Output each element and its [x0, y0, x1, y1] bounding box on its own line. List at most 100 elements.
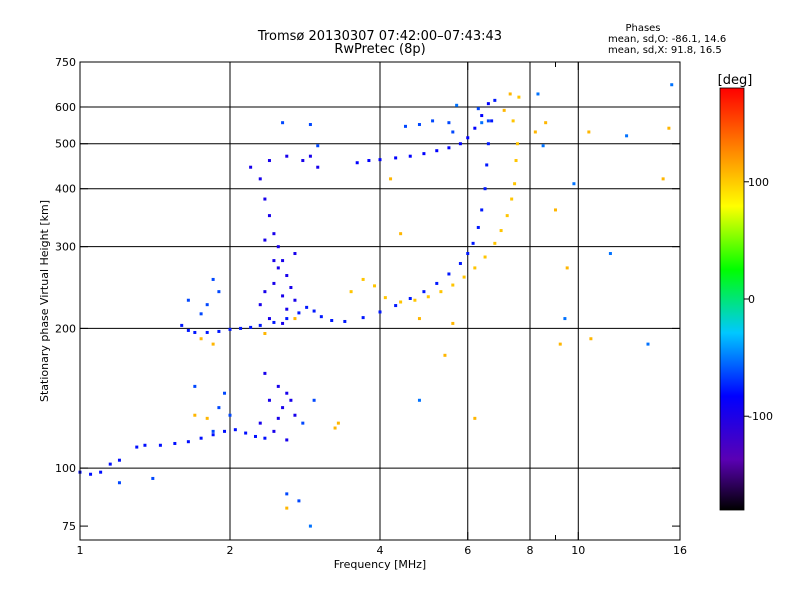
echo-point — [511, 119, 515, 123]
echo-point — [223, 391, 227, 395]
y-tick-label: 75 — [62, 520, 76, 533]
echo-point — [473, 266, 477, 270]
echo-point — [276, 416, 280, 420]
echo-point — [186, 440, 190, 444]
echo-point — [373, 284, 377, 288]
echo-point — [553, 208, 557, 212]
echo-point — [305, 305, 309, 309]
echo-point — [476, 107, 480, 111]
echo-point — [285, 438, 289, 442]
axis-ticks: 1 2 4 6 8 10 16 75 100 200 300 400 500 600 750 — [55, 56, 687, 557]
echo-point — [589, 337, 593, 341]
echo-point — [285, 274, 289, 278]
colorbar-tick-label: 0 — [748, 293, 755, 306]
echo-point — [263, 197, 267, 201]
chart-title: Tromsø 20130307 07:42:00–07:43:43 — [257, 29, 502, 44]
echo-point — [285, 492, 289, 496]
echo-point — [471, 241, 475, 245]
series-f2-upper-trace — [355, 102, 490, 165]
echo-point — [389, 177, 393, 181]
echo-point — [533, 130, 537, 134]
echo-point — [541, 144, 545, 148]
echo-point — [417, 317, 421, 321]
echo-point — [462, 275, 466, 279]
echo-point — [473, 416, 477, 420]
echo-point — [285, 317, 289, 321]
x-tick-label: 4 — [377, 544, 384, 557]
echo-point — [199, 337, 203, 341]
y-tick-label: 600 — [55, 101, 76, 114]
echo-point — [272, 429, 276, 433]
echo-point — [249, 325, 253, 329]
echo-point — [394, 304, 398, 308]
series-high-frequency-scatter — [308, 83, 674, 528]
echo-point — [151, 476, 155, 480]
echo-point — [447, 146, 451, 150]
echo-point — [281, 121, 285, 125]
colorbar-tick-label: 100 — [748, 176, 769, 189]
echo-point — [587, 130, 591, 134]
echo-point — [272, 281, 276, 285]
echo-point — [276, 266, 280, 270]
echo-point — [281, 259, 285, 263]
echo-point — [267, 317, 271, 321]
echo-point — [435, 149, 439, 153]
echo-point — [281, 321, 285, 325]
echo-point — [297, 499, 301, 503]
echo-point — [301, 421, 305, 425]
echo-point — [422, 290, 426, 294]
echo-point — [281, 294, 285, 298]
x-axis-label: Frequency [MHz] — [334, 558, 426, 571]
y-tick-label: 300 — [55, 241, 76, 254]
echo-point — [267, 214, 271, 218]
x-tick-label: 6 — [464, 544, 471, 557]
echo-point — [486, 102, 490, 106]
echo-point — [426, 295, 430, 299]
x-tick-label: 2 — [227, 544, 234, 557]
echo-point — [490, 119, 494, 123]
echo-point — [670, 83, 674, 87]
echo-point — [513, 182, 517, 186]
echo-point — [483, 255, 487, 259]
echo-point — [272, 320, 276, 324]
y-tick-label: 200 — [55, 322, 76, 335]
echo-point — [289, 286, 293, 290]
echo-point — [480, 208, 484, 212]
echo-point — [378, 310, 382, 314]
echo-point — [199, 312, 203, 316]
echo-point — [117, 481, 121, 485]
chart-subtitle: RwPretec (8p) — [334, 42, 425, 57]
echo-point — [383, 296, 387, 300]
echo-point — [301, 159, 305, 163]
echo-point — [558, 342, 562, 346]
echo-point — [228, 413, 232, 417]
echo-point — [336, 421, 340, 425]
colorbar-label: [deg] — [718, 73, 753, 88]
echo-point — [493, 241, 497, 245]
echo-point — [108, 462, 112, 466]
echo-point — [515, 142, 519, 146]
colorbar — [719, 87, 745, 511]
echo-point — [466, 252, 470, 256]
echo-point — [158, 443, 162, 447]
echo-point — [473, 126, 477, 130]
echo-point — [293, 252, 297, 256]
echo-point — [486, 142, 490, 146]
echo-point — [135, 445, 139, 449]
echo-point — [312, 398, 316, 402]
echo-point — [378, 158, 382, 162]
echo-point — [180, 323, 184, 327]
echo-point — [263, 436, 267, 440]
series-x-trace — [349, 95, 521, 304]
echo-point — [355, 161, 359, 165]
echo-point — [211, 342, 215, 346]
echo-point — [451, 130, 455, 134]
echo-point — [211, 433, 215, 437]
echo-point — [211, 277, 215, 281]
echo-point — [480, 114, 484, 118]
echo-point — [205, 330, 209, 334]
x-tick-label: 16 — [673, 544, 687, 557]
echo-point — [408, 296, 412, 300]
echo-point — [417, 123, 421, 127]
